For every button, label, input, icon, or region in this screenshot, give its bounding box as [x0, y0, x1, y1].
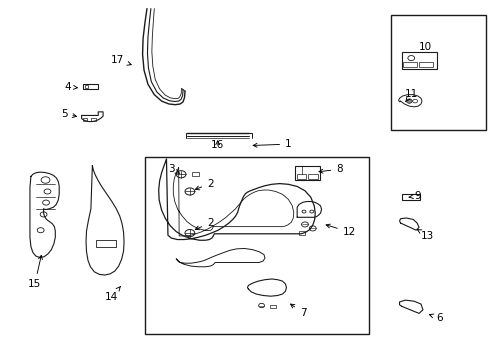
Text: 2: 2 — [195, 179, 213, 190]
Bar — [84, 85, 88, 88]
Text: 17: 17 — [111, 55, 131, 65]
Bar — [307, 174, 317, 179]
Bar — [402, 194, 419, 200]
Text: 10: 10 — [418, 42, 430, 52]
Bar — [96, 239, 116, 247]
Circle shape — [406, 99, 411, 103]
Bar — [91, 118, 96, 121]
Bar — [269, 305, 275, 309]
Bar — [296, 174, 306, 179]
Text: 2: 2 — [195, 218, 213, 230]
Text: 12: 12 — [325, 224, 355, 237]
Bar — [295, 166, 319, 180]
Text: 5: 5 — [61, 109, 76, 119]
Text: 14: 14 — [105, 287, 120, 302]
Text: 15: 15 — [28, 255, 42, 289]
Text: 11: 11 — [404, 89, 418, 102]
Bar — [144, 157, 368, 334]
Text: 3: 3 — [168, 164, 180, 174]
Text: 6: 6 — [428, 313, 442, 323]
Bar — [403, 62, 416, 67]
Text: 8: 8 — [318, 164, 342, 174]
Text: 7: 7 — [290, 304, 305, 318]
Text: 9: 9 — [408, 191, 421, 201]
Text: 4: 4 — [64, 82, 77, 92]
Bar — [82, 118, 87, 121]
Bar — [82, 84, 98, 89]
Text: 13: 13 — [417, 230, 433, 240]
Bar — [401, 51, 436, 69]
Bar — [191, 172, 198, 176]
Bar — [390, 15, 485, 130]
Bar — [418, 62, 432, 67]
Bar — [299, 231, 305, 234]
Text: 1: 1 — [253, 139, 291, 149]
Text: 16: 16 — [211, 140, 224, 150]
